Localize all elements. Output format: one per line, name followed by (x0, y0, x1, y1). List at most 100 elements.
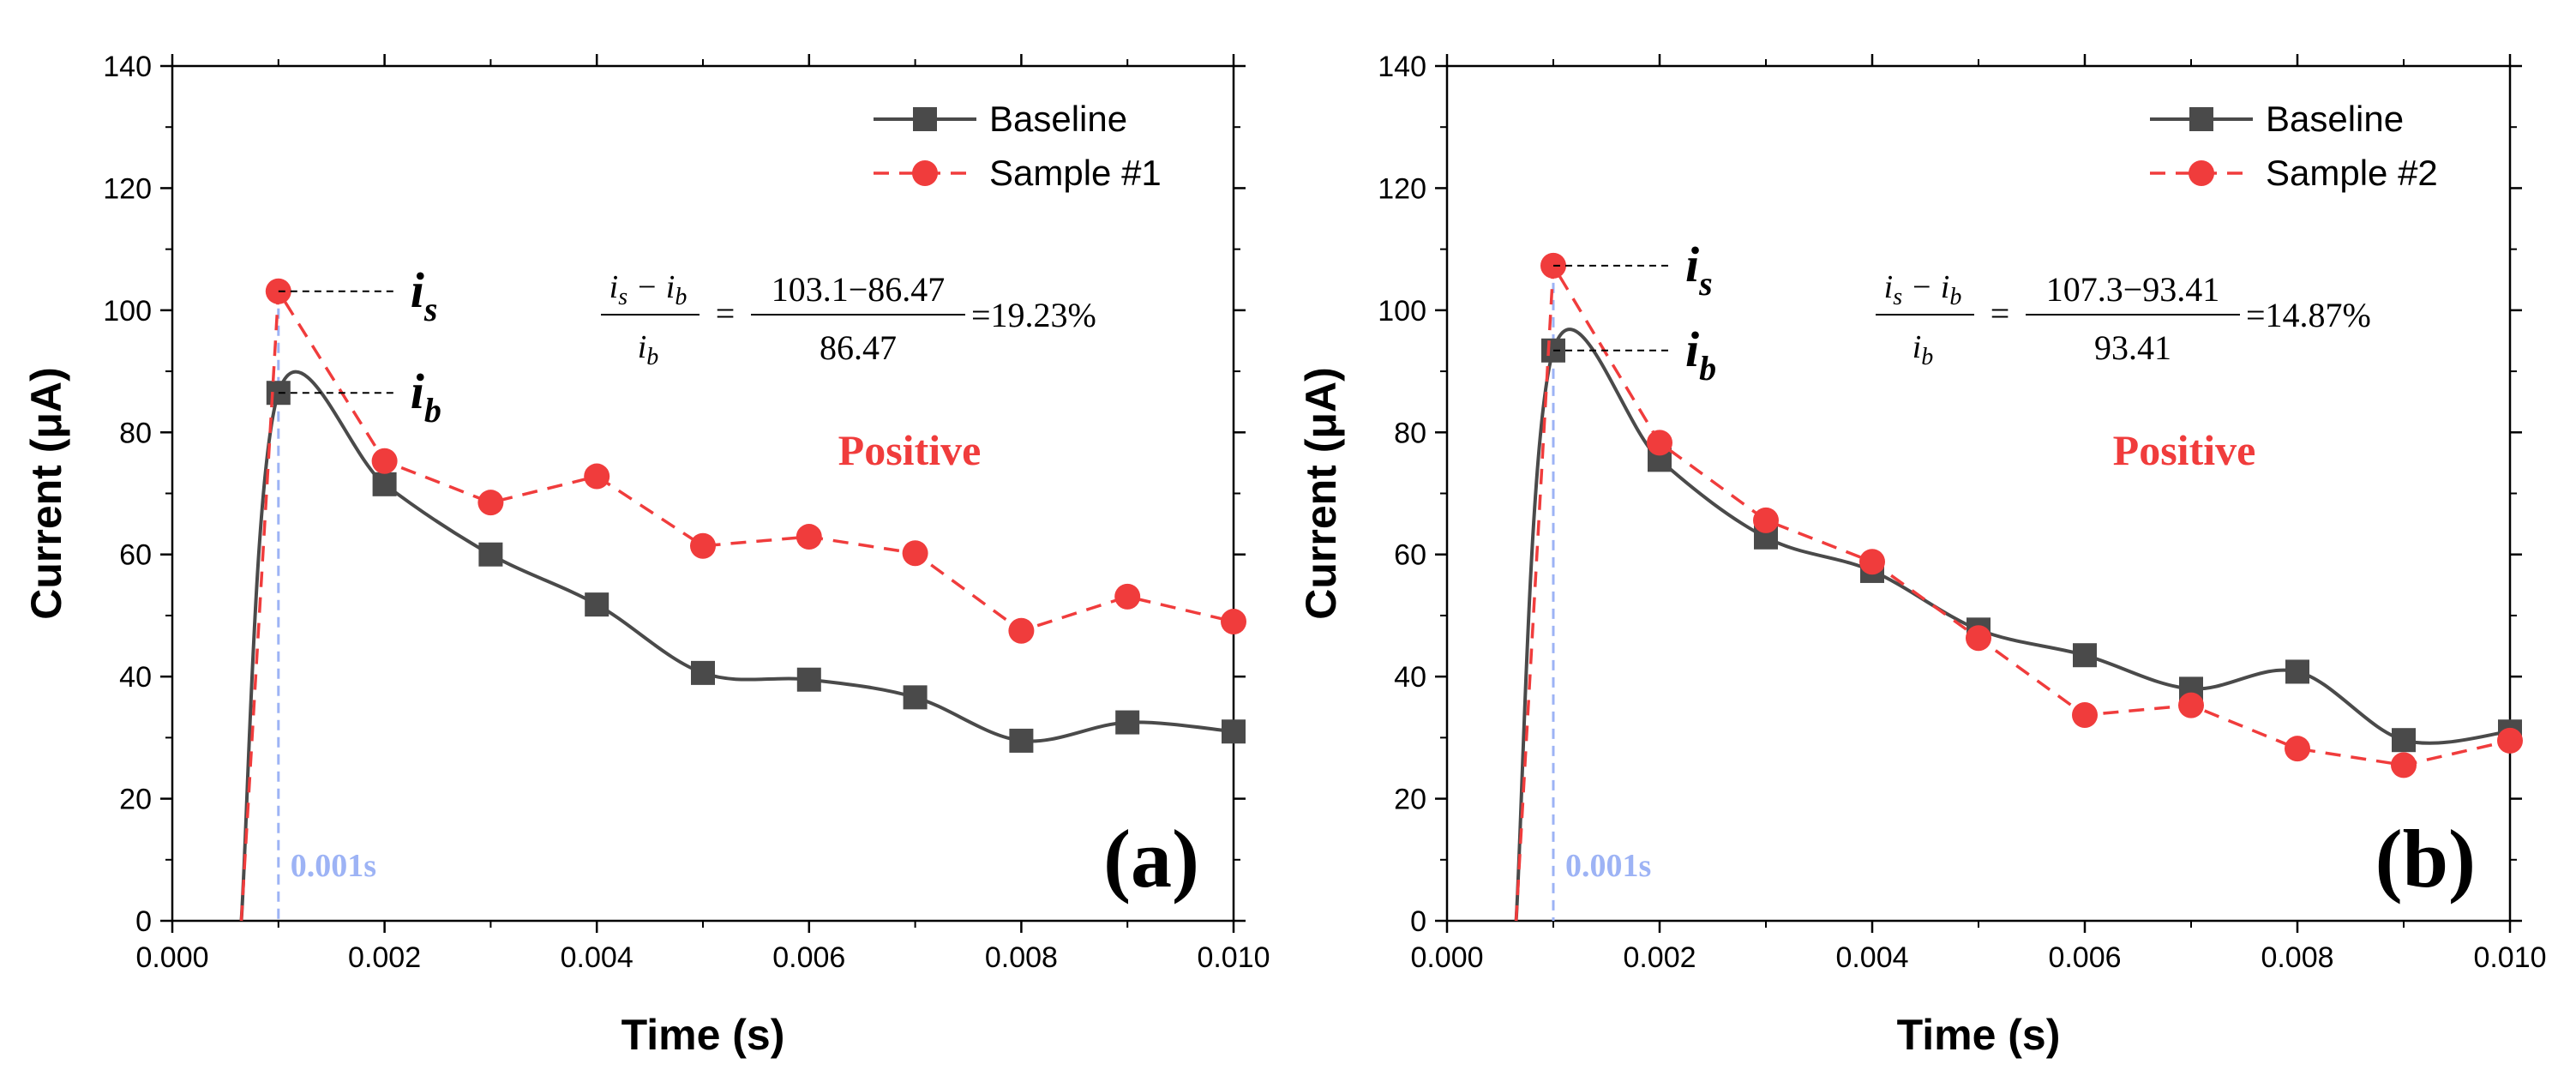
legend-label-baseline: Baseline (989, 99, 1127, 139)
x-tick-label: 0.004 (561, 941, 633, 974)
data-point-sample (371, 448, 398, 474)
data-point-baseline (478, 542, 503, 567)
data-point-sample (477, 490, 504, 516)
formula-equals: = (716, 294, 736, 333)
x-tick-label: 0.004 (1835, 941, 1908, 974)
data-point-baseline (585, 592, 609, 617)
data-point-baseline (2073, 643, 2097, 668)
formula-den-i: i (1912, 329, 1922, 365)
formula-sub-s: s (618, 284, 627, 310)
formula-result: =19.23% (971, 296, 1096, 334)
data-point-baseline (2285, 659, 2309, 684)
formula-sub-b: b (675, 284, 687, 310)
x-tick-label: 0.000 (1410, 941, 1483, 974)
legend-label-sample: Sample #2 (2266, 153, 2438, 193)
is-label: is (1685, 237, 1713, 303)
y-tick-label: 40 (1394, 661, 1426, 694)
data-point-baseline (691, 660, 715, 685)
legend-marker-baseline (913, 107, 937, 131)
formula-den-sub: b (1921, 344, 1933, 370)
y-tick-label: 20 (1394, 784, 1426, 816)
data-point-sample (1221, 609, 1246, 635)
formula-result: =14.87% (2246, 296, 2371, 334)
formula-minus-i: − i (1902, 269, 1949, 305)
y-tick-label: 80 (1394, 417, 1426, 449)
x-tick-label: 0.010 (2473, 941, 2546, 974)
x-tick-label: 0.010 (1197, 941, 1270, 974)
y-tick-label: 20 (119, 784, 152, 816)
formula-den-sub: b (646, 344, 658, 370)
data-point-sample (1859, 549, 1885, 575)
data-point-sample (690, 532, 716, 559)
ib-label: ib (411, 364, 441, 430)
legend-label-baseline: Baseline (2266, 99, 2404, 139)
is-label: is (411, 262, 438, 328)
x-tick-label: 0.000 (135, 941, 208, 974)
panel-label: (b) (2375, 813, 2476, 905)
is-subscript: s (1698, 264, 1713, 303)
x-tick-label: 0.008 (985, 941, 1058, 974)
y-tick-label: 60 (119, 539, 152, 572)
formula-i: i (609, 269, 619, 305)
x-tick-label: 0.006 (2048, 941, 2121, 974)
chart-panel-a: 0.000 0.002 0.004 0.006 0.008 0.010 0 20 40 60 80 1… (22, 51, 1270, 1059)
y-tick-label: 120 (1378, 172, 1426, 205)
data-point-sample (1966, 625, 1991, 652)
y-tick-label: 60 (1394, 539, 1426, 572)
ib-subscript: b (1699, 349, 1716, 388)
data-point-baseline (2392, 728, 2416, 753)
chart-panel-b: 0.000 0.002 0.004 0.006 0.008 0.010 0 20 40 60 80 1… (1297, 51, 2547, 1059)
is-i: i (1685, 237, 1699, 292)
y-tick-label: 100 (1378, 295, 1426, 328)
x-axis-title: Time (s) (621, 1011, 785, 1059)
formula-denominator: ib (638, 329, 659, 370)
data-point-sample (584, 463, 610, 490)
time-marker-label: 0.001s (291, 848, 376, 884)
formula-den-i: i (638, 329, 647, 365)
data-point-sample (1008, 617, 1035, 644)
formula-denominator: ib (1912, 329, 1934, 370)
data-point-sample (1647, 430, 1672, 456)
x-axis-title: Time (s) (1897, 1011, 2061, 1059)
data-point-baseline (1009, 728, 1034, 753)
y-tick-label: 0 (1410, 905, 1426, 938)
legend-label-sample: Sample #1 (989, 153, 1162, 193)
y-axis-title: Current (μA) (1297, 367, 1345, 619)
data-point-sample (2391, 752, 2417, 778)
legend-marker-baseline (2189, 107, 2213, 131)
data-point-sample (2072, 702, 2098, 729)
formula-equals: = (1991, 294, 2010, 333)
y-tick-label: 100 (103, 295, 152, 328)
y-tick-label: 80 (119, 417, 152, 449)
plot-frame (1445, 64, 2512, 923)
y-tick-label: 40 (119, 661, 152, 694)
formula-minus-i: − i (627, 269, 675, 305)
x-tick-label: 0.002 (1623, 941, 1696, 974)
data-point-sample (2178, 692, 2204, 718)
x-tick-label: 0.006 (772, 941, 845, 974)
ib-i: i (1685, 322, 1699, 377)
x-tick-label: 0.008 (2261, 941, 2333, 974)
formula-num-value: 103.1−86.47 (772, 270, 946, 309)
series-line-baseline (1514, 328, 2511, 922)
y-tick-label: 140 (103, 51, 152, 83)
data-point-baseline (903, 685, 928, 710)
result-positive-label: Positive (838, 426, 982, 474)
data-point-baseline (1222, 719, 1246, 744)
data-point-sample (1753, 507, 1779, 533)
y-tick-label: 120 (103, 172, 152, 205)
formula-den-value: 93.41 (2094, 328, 2171, 367)
ib-label: ib (1685, 322, 1716, 388)
y-axis-title: Current (μA) (22, 367, 70, 619)
formula-i: i (1884, 269, 1894, 305)
legend-marker-sample (2189, 160, 2214, 186)
is-i: i (411, 262, 424, 318)
data-point-baseline (1115, 710, 1140, 735)
is-subscript: s (423, 290, 438, 328)
data-point-sample (796, 524, 822, 550)
time-marker-label: 0.001s (1565, 848, 1651, 884)
data-point-sample (2497, 727, 2523, 754)
formula-sub-s: s (1893, 284, 1902, 310)
data-point-sample (2285, 736, 2310, 762)
